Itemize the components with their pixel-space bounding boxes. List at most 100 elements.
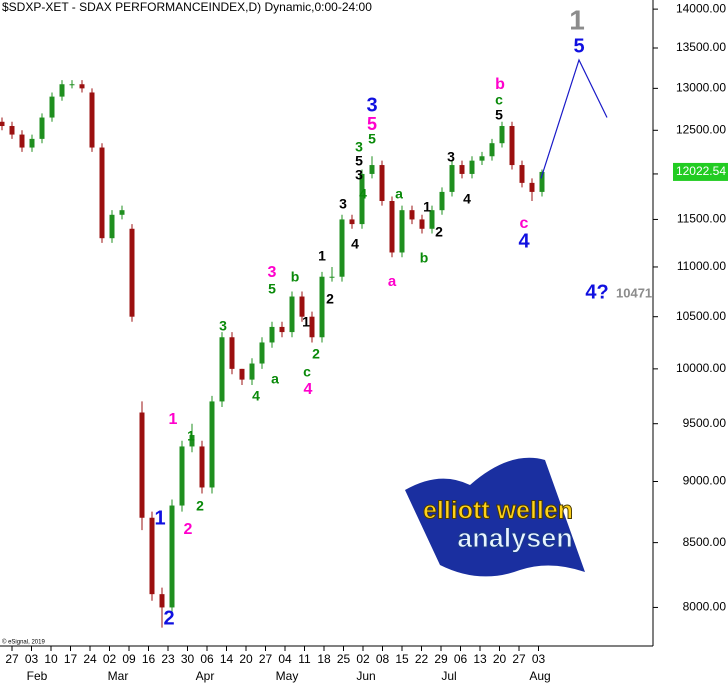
- y-tick-label: 8000.00: [683, 600, 727, 614]
- month-label: Jul: [441, 669, 456, 683]
- wave-label: 3: [339, 196, 347, 212]
- candle-body: [359, 173, 365, 225]
- wave-label: 3: [355, 167, 363, 183]
- candle-body: [419, 219, 425, 229]
- wave-label: 1: [302, 314, 310, 330]
- candle-body: [509, 126, 515, 166]
- candle-body: [0, 121, 5, 127]
- wave-label: 2: [435, 224, 443, 240]
- candle-body: [119, 210, 125, 215]
- x-tick-label: 15: [395, 652, 409, 666]
- wave-label: 3: [366, 94, 377, 116]
- y-tick-label: 10500.00: [676, 309, 726, 323]
- candle-body: [409, 210, 415, 220]
- x-tick-label: 11: [298, 652, 311, 666]
- wave-label: 5: [573, 35, 584, 57]
- x-tick-label: 13: [473, 652, 487, 666]
- month-label: May: [276, 669, 299, 683]
- y-tick-label: 13000.00: [676, 81, 726, 95]
- wave-label: a: [395, 186, 403, 202]
- copyright: © eSignal, 2019: [2, 639, 45, 646]
- candle-body: [19, 134, 25, 148]
- candle-body: [329, 276, 335, 278]
- candle-body: [539, 171, 545, 192]
- candle-body: [319, 276, 325, 338]
- wave-label: c: [303, 364, 311, 380]
- wave-label: 3: [447, 149, 455, 165]
- candle-body: [369, 165, 375, 174]
- candle-body: [339, 219, 345, 277]
- x-tick-label: 09: [122, 652, 136, 666]
- x-tick-label: 06: [200, 652, 214, 666]
- wave-label: 5: [495, 107, 503, 123]
- wave-label: 1: [187, 428, 195, 444]
- wave-label: b: [420, 250, 429, 266]
- month-label: Aug: [529, 669, 550, 683]
- month-label: Apr: [196, 669, 215, 683]
- candle-body: [49, 96, 55, 118]
- x-tick-label: 22: [415, 652, 429, 666]
- logo: elliott wellen analysen: [405, 457, 585, 577]
- x-tick-label: 27: [512, 652, 526, 666]
- candle-body: [379, 165, 385, 202]
- wave-label: 2: [326, 291, 334, 307]
- candle-body: [259, 342, 265, 364]
- candle-body: [489, 143, 495, 157]
- x-tick-label: 03: [532, 652, 546, 666]
- y-tick-label: 13500.00: [676, 40, 726, 54]
- y-tick-label: 11000.00: [677, 259, 726, 273]
- x-tick-label: 27: [5, 652, 19, 666]
- candle-body: [29, 138, 35, 148]
- wave-label: 1: [569, 4, 585, 35]
- wave-label: 1: [169, 411, 178, 428]
- candle-body: [139, 412, 145, 518]
- candle-body: [399, 210, 405, 253]
- wave-label: 3: [355, 139, 363, 155]
- candle-body: [39, 117, 45, 139]
- candle-body: [429, 210, 435, 229]
- wave-label: 5: [355, 153, 363, 169]
- candle-body: [299, 296, 305, 317]
- x-tick-label: 24: [83, 652, 97, 666]
- x-tick-label: 04: [278, 652, 292, 666]
- candle-body: [469, 160, 475, 174]
- y-tick-label: 9500.00: [683, 416, 727, 430]
- wave-label: a: [271, 371, 279, 387]
- y-tick-label: 10000.00: [676, 361, 726, 375]
- candle-body: [59, 84, 65, 97]
- candle-body: [209, 401, 215, 488]
- candle-body: [179, 446, 185, 506]
- wave-label: 4: [359, 186, 367, 202]
- candle-body: [449, 165, 455, 192]
- month-label: Jun: [356, 669, 375, 683]
- candle-body: [519, 165, 525, 183]
- candle-body: [289, 296, 295, 333]
- x-tick-label: 14: [220, 652, 234, 666]
- wave-label: 2: [163, 607, 174, 629]
- x-tick-label: 03: [25, 652, 39, 666]
- x-tick-label: 06: [454, 652, 468, 666]
- x-tick-label: 20: [493, 652, 507, 666]
- x-tick-label: 25: [337, 652, 351, 666]
- x-tick-label: 10: [44, 652, 58, 666]
- wave-label: 2: [312, 346, 320, 362]
- candle-body: [249, 363, 255, 380]
- x-tick-label: 30: [181, 652, 195, 666]
- x-tick-label: 18: [317, 652, 331, 666]
- wave-label: 1: [318, 248, 326, 264]
- candle-body: [349, 219, 355, 225]
- wave-label: b: [495, 76, 505, 93]
- candle-body: [529, 182, 535, 192]
- candle-body: [389, 201, 395, 253]
- candle-body: [99, 147, 105, 239]
- candle-body: [479, 156, 485, 161]
- logo-flag: [405, 457, 585, 577]
- candle-body: [279, 326, 285, 333]
- candle-body: [169, 505, 175, 608]
- candle-body: [219, 337, 225, 402]
- candle-body: [189, 435, 195, 447]
- y-tick-label: 9000.00: [683, 474, 727, 488]
- wave-label: 4: [351, 236, 359, 252]
